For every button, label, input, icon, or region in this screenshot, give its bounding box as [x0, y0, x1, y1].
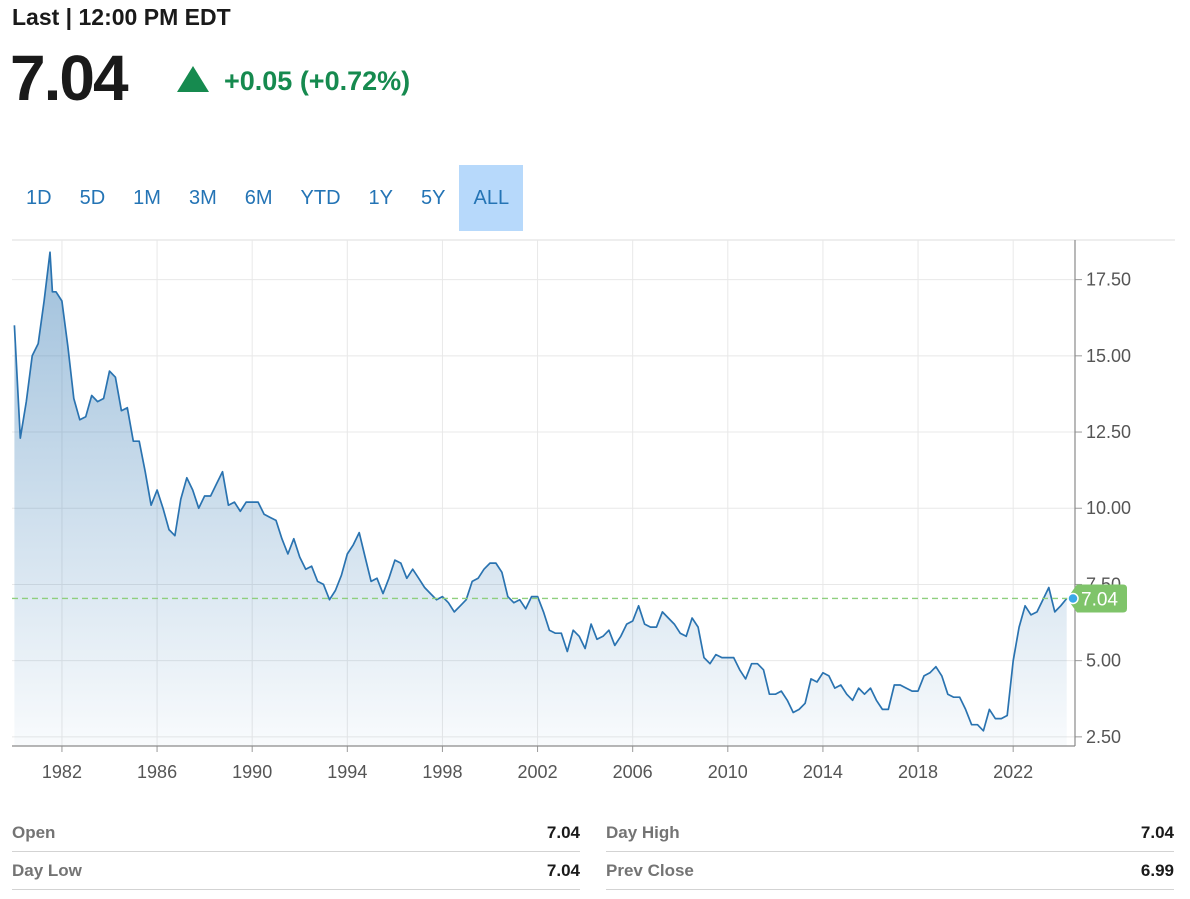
- x-tick-label: 1986: [137, 762, 177, 782]
- x-tick-label: 2002: [518, 762, 558, 782]
- last-value-tag: 7.04: [1067, 584, 1127, 613]
- tab-1d[interactable]: 1D: [26, 187, 52, 209]
- price-change: +0.05 (+0.72%): [224, 66, 411, 96]
- x-tick-label: 1982: [42, 762, 82, 782]
- last-value-tag-shape: [1067, 584, 1127, 613]
- y-tick-label: 17.50: [1086, 270, 1131, 290]
- stat-label: Prev Close: [606, 861, 694, 880]
- stat-value: 7.04: [546, 861, 580, 880]
- stat-open: Open 7.04: [12, 815, 580, 852]
- stat-prev-close: Prev Close 6.99: [606, 853, 1174, 890]
- stat-value: 7.04: [1140, 823, 1174, 842]
- y-tick-label: 12.50: [1086, 422, 1131, 442]
- tab-all[interactable]: ALL: [459, 165, 524, 231]
- x-tick-label: 2006: [613, 762, 653, 782]
- last-updated-label: Last | 12:00 PM EDT: [12, 4, 231, 30]
- x-tick-label: 1998: [422, 762, 462, 782]
- last-price: 7.04: [10, 42, 129, 114]
- y-tick-label: 2.50: [1086, 727, 1121, 747]
- chart-axes: [12, 240, 1082, 752]
- price-chart[interactable]: 1982 1986 1990 1994 1998 2002 2006 2010 2014 2018…: [0, 236, 1190, 796]
- price-area: [14, 252, 1067, 746]
- last-value-dot: [1067, 592, 1079, 605]
- stat-day-high: Day High 7.04: [606, 815, 1174, 852]
- x-tick-label: 1990: [232, 762, 272, 782]
- x-axis-ticks: 1982 1986 1990 1994 1998 2002 2006 2010 2014 2018…: [42, 762, 1033, 782]
- price-line: [13, 251, 1068, 732]
- y-tick-label: 10.00: [1086, 498, 1131, 518]
- tab-1y[interactable]: 1Y: [368, 187, 394, 209]
- x-tick-label: 1994: [327, 762, 367, 782]
- tab-ytd[interactable]: YTD: [300, 187, 341, 209]
- x-tick-label: 2014: [803, 762, 843, 782]
- x-tick-label: 2022: [993, 762, 1033, 782]
- stat-label: Day Low: [12, 861, 82, 880]
- stat-value: 7.04: [546, 823, 580, 842]
- stat-label: Open: [12, 823, 56, 842]
- tab-5y[interactable]: 5Y: [421, 187, 446, 209]
- time-range-tabs: 1D 5D 1M 3M 6M YTD 1Y 5Y ALL: [12, 165, 524, 231]
- last-value-label: 7.04: [1081, 589, 1118, 610]
- tab-6m[interactable]: 6M: [244, 187, 273, 209]
- y-tick-label: 15.00: [1086, 346, 1131, 366]
- y-tick-label: 5.00: [1086, 651, 1121, 671]
- stat-day-low: Day Low 7.04: [12, 853, 580, 890]
- up-arrow-icon: [177, 66, 209, 92]
- tab-5d[interactable]: 5D: [79, 187, 106, 209]
- tab-3m[interactable]: 3M: [188, 187, 217, 209]
- x-tick-label: 2018: [898, 762, 938, 782]
- tab-1m[interactable]: 1M: [133, 187, 161, 209]
- x-tick-label: 2010: [708, 762, 748, 782]
- stat-label: Day High: [606, 823, 680, 842]
- stat-value: 6.99: [1140, 861, 1174, 880]
